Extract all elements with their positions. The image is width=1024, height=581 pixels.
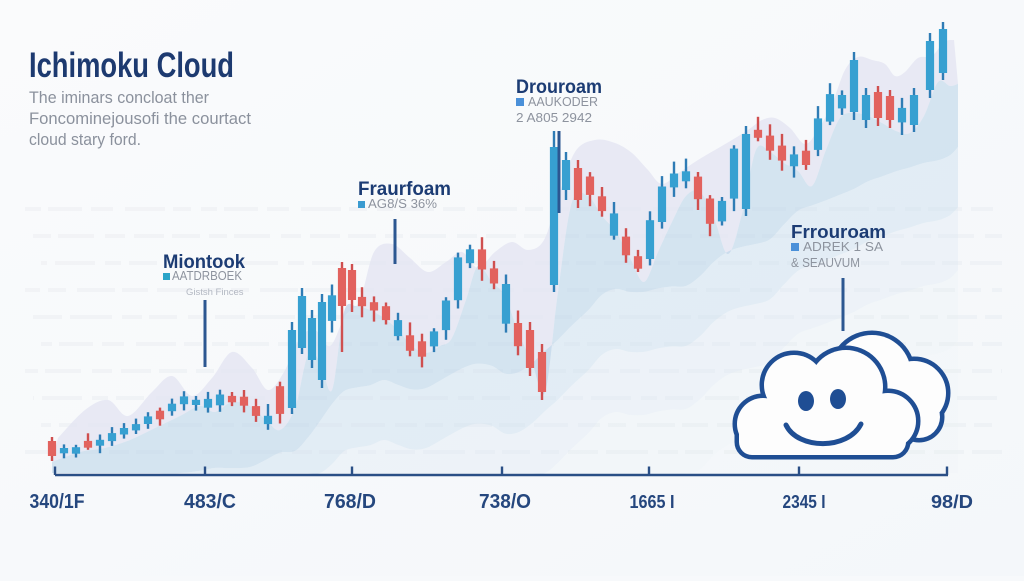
svg-text:2345 I: 2345 I xyxy=(783,492,826,512)
svg-text:AAUKODER: AAUKODER xyxy=(528,94,598,109)
svg-text:cloud stary ford.: cloud stary ford. xyxy=(29,131,141,149)
svg-text:Frrouroam: Frrouroam xyxy=(791,221,886,242)
svg-text:Ichimoku Cloud: Ichimoku Cloud xyxy=(29,46,234,85)
svg-text:340/1F: 340/1F xyxy=(30,491,85,513)
svg-text:Fraurfoam: Fraurfoam xyxy=(358,178,451,200)
svg-text:768/D: 768/D xyxy=(324,491,376,513)
svg-text:738/O: 738/O xyxy=(479,491,531,513)
svg-text:AG8/S 36%: AG8/S 36% xyxy=(368,196,437,211)
svg-text:1665 I: 1665 I xyxy=(630,491,675,512)
svg-text:2 A805 2942: 2 A805 2942 xyxy=(516,110,592,125)
svg-text:Miontook: Miontook xyxy=(163,252,245,273)
svg-text:Gistsh Finces: Gistsh Finces xyxy=(186,287,244,298)
svg-text:Drouroam: Drouroam xyxy=(516,76,602,98)
svg-text:483/C: 483/C xyxy=(184,491,236,513)
svg-text:98/D: 98/D xyxy=(931,492,973,512)
svg-text:The iminars concloat ther: The iminars concloat ther xyxy=(29,89,209,107)
svg-text:Foncominejousofi the courtact: Foncominejousofi the courtact xyxy=(29,110,251,128)
svg-text:AATDRBOEK: AATDRBOEK xyxy=(172,269,243,283)
svg-text:& SEAUVUM: & SEAUVUM xyxy=(791,256,860,270)
svg-text:ADREK 1 SA: ADREK 1 SA xyxy=(803,240,884,254)
